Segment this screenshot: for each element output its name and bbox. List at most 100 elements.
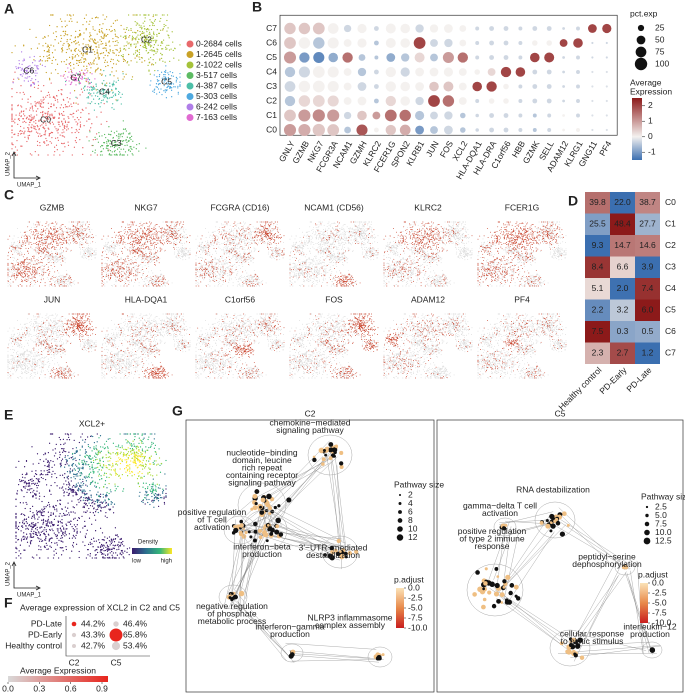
dot <box>518 26 523 31</box>
feature-title: KLRC2 <box>414 202 442 212</box>
term-label: of T cell <box>197 514 227 524</box>
legend-swatch <box>186 40 194 48</box>
term-label: production <box>270 629 310 639</box>
dot-label: 53.4% <box>123 640 148 650</box>
gene-node <box>483 581 488 586</box>
gene-node <box>238 590 245 597</box>
dot <box>562 99 565 103</box>
cell-label: 39.8 <box>589 197 606 207</box>
color-tick-label: -2.5 <box>408 592 423 602</box>
panel-label: B <box>252 0 262 15</box>
gene-node <box>500 601 504 604</box>
dot <box>546 84 552 89</box>
dot <box>605 56 608 59</box>
gene-node <box>249 535 253 539</box>
feature-title: C1orf56 <box>225 294 256 304</box>
gene-node <box>575 643 581 649</box>
gene-node <box>273 505 277 510</box>
gene-label: PF4 <box>597 139 614 158</box>
dot <box>111 641 121 651</box>
dot <box>576 128 580 132</box>
color-tick-label: -2.5 <box>652 587 667 597</box>
dot <box>444 125 453 135</box>
dot <box>591 99 594 103</box>
size-tick-label: 12.5 <box>655 535 672 545</box>
dot <box>373 69 379 75</box>
cell-label: 1.2 <box>642 348 654 358</box>
dot <box>343 24 352 33</box>
gene-node <box>334 444 339 448</box>
density-points <box>105 447 152 479</box>
dot <box>327 66 339 78</box>
dot <box>503 98 509 104</box>
row-label: C3 <box>665 262 676 272</box>
gene-node <box>233 525 237 529</box>
feature-title: GZMB <box>40 202 65 212</box>
arrow-head <box>11 151 41 181</box>
size-legend-title: pct.exp <box>630 8 658 18</box>
dot <box>357 82 367 91</box>
size-tick-label: 75 <box>655 46 665 56</box>
dot <box>460 127 466 133</box>
dot <box>399 109 411 122</box>
legend-entry: 4-387 cells <box>196 80 237 90</box>
dot <box>298 66 310 78</box>
size-tick-label: 2 <box>408 489 413 499</box>
umap-points <box>11 14 164 104</box>
dot <box>544 52 555 63</box>
term-label: interleukin−12 <box>623 622 676 632</box>
dot <box>298 123 311 137</box>
dot <box>284 109 296 122</box>
gene-node <box>339 461 344 466</box>
dot <box>532 128 537 132</box>
cell-label: 2.2 <box>592 305 604 315</box>
size-legend-title: Pathway size <box>394 479 444 489</box>
term-label: negative regulation <box>196 601 268 611</box>
dot <box>400 96 411 106</box>
legend-swatch <box>186 93 194 100</box>
heat-cell <box>635 321 660 343</box>
term-label: signaling pathway <box>228 477 296 487</box>
gene-node <box>555 521 561 526</box>
column-label: PD-Late <box>624 365 653 394</box>
feature-points <box>7 221 94 287</box>
cell-label: 8.4 <box>592 262 604 272</box>
dot <box>591 56 594 59</box>
umap-points <box>64 69 124 111</box>
dot <box>430 126 438 134</box>
dot <box>284 95 296 107</box>
gene-node <box>477 586 483 593</box>
umap-points <box>88 120 147 156</box>
dot <box>298 109 311 122</box>
gene-node <box>333 548 338 553</box>
dot <box>532 69 538 75</box>
term-label: production <box>630 629 670 639</box>
size-tick-label: 25 <box>655 22 665 32</box>
size-tick-label: 5.0 <box>655 510 667 520</box>
gene-node <box>565 650 570 654</box>
dot <box>546 26 552 31</box>
gene-node <box>559 531 566 537</box>
dot <box>344 126 351 134</box>
row-label: C7 <box>665 348 676 358</box>
dot <box>576 113 580 118</box>
dot <box>298 22 311 35</box>
panel-label: C <box>4 187 14 203</box>
gene-node <box>508 590 513 596</box>
term-label: NLRP3 inflammasome <box>307 613 392 623</box>
dot <box>312 80 325 93</box>
gene-node <box>343 551 348 556</box>
dot <box>576 84 580 89</box>
cluster-label: C2 <box>141 34 152 44</box>
panel-label: D <box>568 193 578 209</box>
heat-cell <box>610 235 635 257</box>
dot <box>312 109 325 122</box>
heat-cell <box>585 235 610 257</box>
feature-points <box>477 313 567 379</box>
gene-node <box>329 555 335 561</box>
dot <box>284 37 296 49</box>
cluster-label: C1 <box>82 44 93 54</box>
dot <box>313 37 325 49</box>
heat-cell <box>610 321 635 343</box>
dot <box>71 632 77 638</box>
